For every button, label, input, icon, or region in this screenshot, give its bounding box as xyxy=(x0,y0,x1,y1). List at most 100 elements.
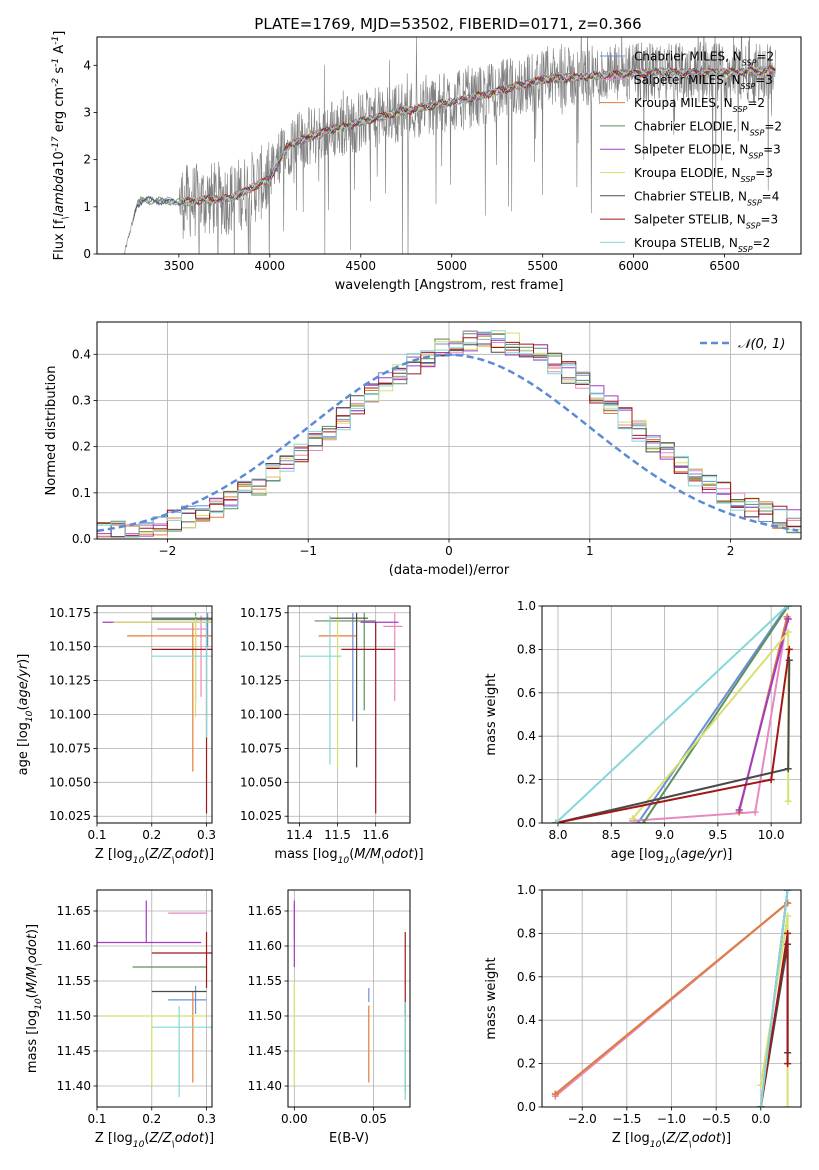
plot-area xyxy=(102,612,212,814)
x-axis-label-part: \ xyxy=(381,856,384,866)
y-axis-label: mass weight xyxy=(484,673,499,755)
x-axis-label-part: Z [log xyxy=(612,1131,650,1146)
y-axis-label-part: 10 xyxy=(25,710,35,722)
y-tick-label: 10.025 xyxy=(240,809,282,823)
y-tick-label: 0.3 xyxy=(72,393,91,407)
y-axis-label: mass weight xyxy=(484,957,499,1039)
legend-nssp-value: =3 xyxy=(755,166,773,180)
mass-weight-marker xyxy=(551,1090,559,1098)
y-axis-label-part: )] xyxy=(25,924,40,934)
mass-weight-marker xyxy=(785,645,793,653)
legend-nssp-sub: SSP xyxy=(733,105,748,114)
x-axis-label-part: wavelength [Angstrom, rest frame] xyxy=(335,278,564,293)
x-axis-label: (data-model)/error xyxy=(389,563,510,578)
x-axis-label-part: )] xyxy=(721,1131,731,1146)
y-tick-label: 10.050 xyxy=(49,775,91,789)
y-axis-label-part: ( xyxy=(25,993,40,998)
chart-massweight-vs-age: 8.0 8.5 9.0 9.5 10.0 0.0 0.2 0.4 0.6 0.8 1.0 age [l… xyxy=(484,599,802,866)
y-tick-label: 0.8 xyxy=(517,642,536,656)
legend-model-name: Chabrier MILES, N xyxy=(634,50,742,64)
x-axis-label: age [log10(age/yr)] xyxy=(611,847,733,866)
y-tick-label: 3 xyxy=(83,105,91,119)
legend-label: Salpeter STELIB, NSSP=3 xyxy=(634,213,778,231)
mass-weight-marker xyxy=(784,1103,792,1107)
y-axis-label-part: \ xyxy=(61,216,71,219)
chart-spectrum: 3500 4000 4500 5000 5500 6000 6500 0 1 2 3 4 wavelen… xyxy=(51,31,802,293)
y-tick-label: 11.40 xyxy=(57,1079,91,1093)
mass-weight-line xyxy=(759,890,789,1107)
x-axis-label-part: odot xyxy=(175,847,205,862)
y-tick-label: 0 xyxy=(83,247,91,261)
y-tick-label: 10.175 xyxy=(240,606,282,620)
y-tick-label: 11.50 xyxy=(248,1009,282,1023)
x-axis-label-part: \ xyxy=(172,1140,175,1150)
legend-label: Chabrier MILES, NSSP=2 xyxy=(634,50,774,68)
x-tick-label: 0.3 xyxy=(197,828,216,842)
y-tick-label: 10.125 xyxy=(240,674,282,688)
histogram-step-8 xyxy=(97,337,801,537)
x-axis-label-part: odot xyxy=(384,847,414,862)
mass-weight-marker xyxy=(751,808,759,816)
y-axis-label-part: )] xyxy=(16,654,31,664)
model-spectrum-line-7 xyxy=(133,64,776,219)
y-tick-label: 0.8 xyxy=(517,926,536,940)
legend-nssp-sub: SSP xyxy=(750,128,765,137)
y-axis-label-part: mass [log xyxy=(25,1010,40,1073)
mass-weight-marker xyxy=(767,776,775,784)
y-axis-label-part: Flux [f xyxy=(52,219,67,260)
legend-nssp-sub: SSP xyxy=(742,58,757,67)
y-tick-label: 10.175 xyxy=(49,606,91,620)
x-axis-label-part: ( xyxy=(144,1131,149,1146)
legend-nssp-value: =2 xyxy=(756,50,774,64)
y-tick-label: 10.150 xyxy=(49,640,91,654)
x-axis-label-part: 10 xyxy=(133,856,145,866)
x-axis-label-part: M/M xyxy=(354,847,381,862)
legend-nssp-value: =3 xyxy=(760,213,778,227)
mass-weight-marker xyxy=(735,806,743,814)
mass-weight-marker xyxy=(784,615,792,623)
x-tick-label: −1.0 xyxy=(657,1112,686,1126)
y-axis-label-part: odot xyxy=(25,933,40,963)
legend-label: Kroupa MILES, NSSP=2 xyxy=(634,96,765,114)
x-tick-label: −2 xyxy=(159,544,177,558)
x-tick-label: 11.4 xyxy=(286,828,313,842)
y-axis-label: mass [log10(M/M\odot)] xyxy=(25,924,44,1073)
y-axis-label-part: -17 xyxy=(51,136,61,151)
mass-weight-marker xyxy=(552,819,560,823)
y-axis-label-part: -2 xyxy=(51,78,61,87)
plot-area xyxy=(551,890,792,1107)
y-tick-label: 10.075 xyxy=(240,741,282,755)
x-axis-label: Z [log10(Z/Z\odot)] xyxy=(95,1131,214,1150)
x-axis-label-part: Z/Z xyxy=(665,1131,689,1146)
y-axis-label-part: mass weight xyxy=(484,673,499,755)
legend-nssp-value: =2 xyxy=(747,96,765,110)
x-tick-label: 3500 xyxy=(164,259,195,273)
mass-weight-marker xyxy=(639,819,647,823)
x-axis-label-part: age/yr xyxy=(681,847,724,862)
plot-area xyxy=(97,330,801,538)
chart-residuals: −2 −1 0 1 2 0.0 0.1 0.2 0.3 0.4 (data-model)/error… xyxy=(44,321,802,578)
x-tick-label: −2.0 xyxy=(568,1112,597,1126)
x-axis-label-part: Z [log xyxy=(95,1131,133,1146)
legend-model-name: Kroupa STELIB, N xyxy=(634,236,738,250)
x-axis-label-part: ( xyxy=(349,847,354,862)
mass-weight-line xyxy=(631,629,790,820)
y-tick-label: 10.025 xyxy=(49,809,91,823)
x-tick-label: 4000 xyxy=(255,259,286,273)
x-tick-label: 9.5 xyxy=(708,828,727,842)
y-axis-label: age [log10(age/yr)] xyxy=(16,654,35,776)
y-tick-label: 0.1 xyxy=(72,486,91,500)
y-tick-label: 11.65 xyxy=(248,904,282,918)
y-tick-label: 11.40 xyxy=(248,1079,282,1093)
x-axis-label-part: Z/Z xyxy=(148,1131,172,1146)
plot-area xyxy=(124,37,776,254)
y-tick-label: 0.0 xyxy=(517,816,536,830)
x-tick-label: 0.1 xyxy=(87,828,106,842)
y-tick-label: 1.0 xyxy=(517,599,536,613)
y-axis-label-part: -1 xyxy=(51,36,61,45)
y-tick-label: 10.150 xyxy=(240,640,282,654)
legend-nssp-value: =2 xyxy=(753,236,771,250)
x-tick-label: 8.0 xyxy=(548,828,567,842)
x-tick-label: 1 xyxy=(586,544,594,558)
mass-weight-marker xyxy=(784,765,792,773)
